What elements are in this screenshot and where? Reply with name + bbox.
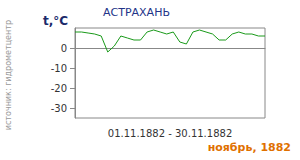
svg-text:t,°C: t,°C bbox=[43, 14, 68, 28]
svg-text:-20: -20 bbox=[51, 83, 67, 94]
svg-text:01.11.1882 - 30.11.1882: 01.11.1882 - 30.11.1882 bbox=[108, 128, 232, 139]
svg-text:АСТРАХАНЬ: АСТРАХАНЬ bbox=[103, 6, 170, 19]
svg-text:источник: гидрометцентр: источник: гидрометцентр bbox=[4, 20, 13, 130]
svg-text:0: 0 bbox=[61, 43, 67, 54]
svg-text:-10: -10 bbox=[51, 63, 67, 74]
svg-text:ноябрь, 1882: ноябрь, 1882 bbox=[208, 141, 291, 154]
svg-text:-30: -30 bbox=[51, 103, 67, 114]
